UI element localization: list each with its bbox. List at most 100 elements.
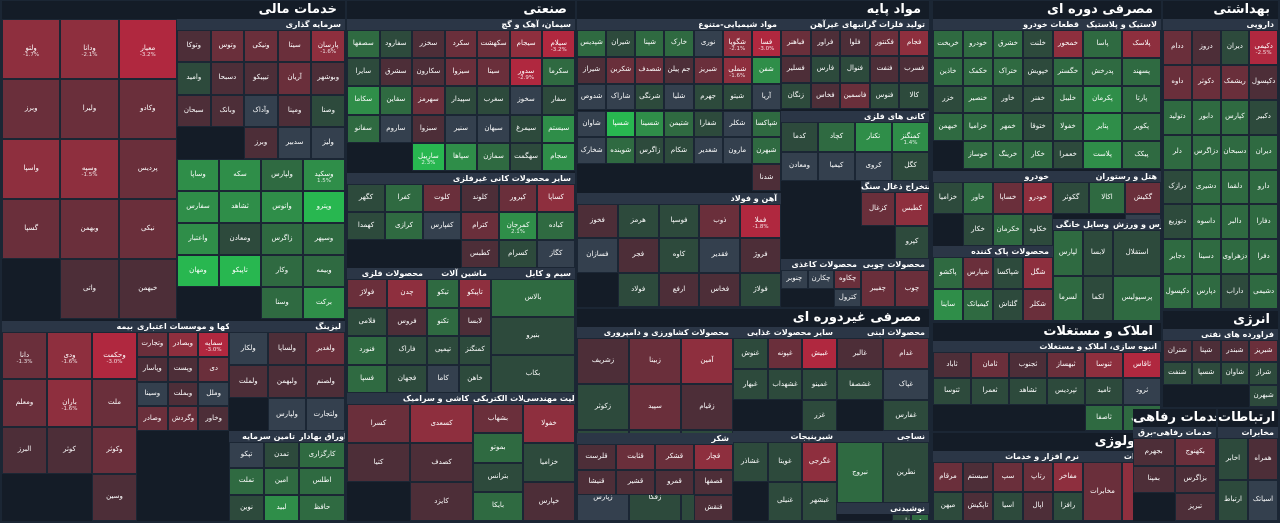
stock-tile[interactable]: خپویش	[1023, 57, 1053, 86]
stock-tile[interactable]: پلاست	[1083, 141, 1122, 169]
stock-tile[interactable]: سیستم	[963, 462, 993, 492]
stock-tile[interactable]: فجر	[617, 238, 659, 273]
stock-tile[interactable]: سفارس	[177, 191, 219, 223]
stock-tile[interactable]: کفپارس	[423, 212, 461, 240]
stock-tile[interactable]: غشصفا	[837, 369, 883, 400]
stock-tile[interactable]: ثشاهد	[219, 191, 261, 223]
stock-tile[interactable]: فسپا	[347, 364, 387, 393]
stock-tile[interactable]: سبهان	[477, 114, 510, 143]
stock-tile[interactable]: فولاژ	[347, 279, 387, 308]
stock-tile[interactable]: میهن	[933, 491, 963, 521]
stock-tile[interactable]: زبینا	[629, 338, 681, 384]
stock-tile[interactable]: مفاخر	[1053, 462, 1083, 492]
stock-tile[interactable]: دیران	[1220, 30, 1250, 65]
stock-tile[interactable]: شیراز	[577, 56, 607, 84]
stock-tile[interactable]: شکام	[664, 137, 694, 165]
stock-tile[interactable]: خمهر	[993, 113, 1023, 142]
stock-tile[interactable]: کپرور	[499, 184, 537, 212]
stock-tile[interactable]: دفارا	[1249, 204, 1278, 240]
stock-tile[interactable]: نوین	[229, 494, 264, 521]
stock-tile[interactable]: خودرو	[1023, 182, 1053, 214]
stock-tile[interactable]: وتوس	[210, 30, 245, 63]
stock-tile[interactable]: داوه	[1163, 64, 1192, 100]
stock-tile[interactable]: قشیر	[616, 469, 655, 496]
stock-tile[interactable]: تبریز	[1174, 493, 1216, 521]
stock-tile[interactable]: پکویر	[1122, 113, 1161, 142]
stock-tile[interactable]: کپرو	[895, 225, 929, 259]
stock-tile[interactable]: خکار	[963, 214, 993, 246]
stock-tile[interactable]: وحکمت -3.0%	[92, 332, 137, 380]
stock-tile[interactable]: سیلام -3.2%	[542, 30, 575, 59]
stock-tile[interactable]: شفن	[751, 56, 781, 84]
stock-tile[interactable]: سفانو	[347, 114, 380, 143]
stock-tile[interactable]: دیران	[1249, 134, 1278, 170]
stock-tile[interactable]: ریشمک	[1220, 64, 1250, 100]
stock-tile[interactable]: لسرما	[1053, 275, 1083, 321]
stock-tile[interactable]: شپاکسا	[993, 257, 1023, 289]
stock-tile[interactable]: فارس	[810, 56, 841, 83]
stock-tile[interactable]: ثامان	[971, 352, 1009, 379]
stock-tile[interactable]: کدما	[781, 122, 818, 152]
stock-tile[interactable]: تکنار	[855, 122, 892, 152]
stock-tile[interactable]: خوساز	[963, 141, 993, 169]
stock-tile[interactable]: رتاپ	[1023, 462, 1053, 492]
stock-tile[interactable]: کپارس	[1220, 99, 1250, 135]
stock-tile[interactable]: بشهاب	[473, 404, 523, 434]
stock-tile[interactable]: نیکی	[118, 199, 177, 259]
stock-tile[interactable]: گسپا	[2, 199, 61, 259]
stock-tile[interactable]: دتوزیع	[1163, 204, 1192, 240]
stock-tile[interactable]: ساینا	[933, 289, 963, 321]
stock-tile[interactable]: واتی	[60, 259, 119, 319]
stock-tile[interactable]: غفارس	[892, 514, 911, 521]
stock-tile[interactable]: کسعدی	[410, 404, 473, 443]
stock-tile[interactable]: ثشاهد	[1009, 378, 1047, 405]
stock-tile[interactable]: سیتا	[477, 58, 510, 87]
stock-tile[interactable]: ارتباط	[1218, 479, 1248, 521]
stock-tile[interactable]: شغدیر	[693, 137, 723, 165]
stock-tile[interactable]: ولپارس	[261, 159, 303, 191]
stock-tile[interactable]: زاگرس	[261, 223, 303, 255]
stock-tile[interactable]: ملت	[92, 379, 137, 427]
stock-tile[interactable]: دلر	[1163, 134, 1192, 170]
stock-tile[interactable]: سبحان	[177, 94, 211, 127]
stock-tile[interactable]: چکارن	[807, 270, 835, 289]
stock-tile[interactable]: ولیرا	[60, 79, 119, 139]
stock-tile[interactable]: فراور	[810, 30, 841, 57]
stock-tile[interactable]: فسلیر	[781, 56, 811, 83]
stock-tile[interactable]: مارون	[722, 137, 752, 165]
stock-tile[interactable]: تکنو	[427, 307, 459, 336]
stock-tile[interactable]: البرز	[2, 426, 47, 474]
stock-tile[interactable]: چدن	[387, 279, 427, 308]
stock-tile[interactable]: خاهن	[459, 364, 491, 393]
stock-tile[interactable]: پکرمان	[1083, 85, 1122, 114]
stock-tile[interactable]: دی	[198, 356, 229, 382]
stock-tile[interactable]: استقلال	[1113, 230, 1161, 276]
stock-tile[interactable]: فلامی	[347, 307, 387, 336]
stock-tile[interactable]: شملی -1.6%	[722, 56, 752, 84]
stock-tile[interactable]: سغرب	[477, 86, 510, 115]
stock-tile[interactable]: پاکشو	[933, 257, 963, 289]
stock-tile[interactable]: وسکید 1.5%	[303, 159, 345, 191]
stock-tile[interactable]: وکادو	[118, 79, 177, 139]
stock-tile[interactable]: کلوت	[423, 184, 461, 212]
stock-tile[interactable]: سکاما	[347, 86, 380, 115]
stock-tile[interactable]: فولاژ	[740, 272, 781, 307]
stock-tile[interactable]: تپمپی	[427, 336, 459, 365]
stock-tile[interactable]: کطبس	[895, 192, 929, 226]
stock-tile[interactable]: اطلس	[299, 468, 345, 495]
stock-tile[interactable]: واتوس	[261, 191, 303, 223]
stock-tile[interactable]: زاگرس	[635, 137, 665, 165]
stock-tile[interactable]: سکارون	[412, 58, 445, 87]
stock-tile[interactable]: تیپیکو	[244, 62, 278, 95]
stock-tile[interactable]: سیمرغ	[509, 114, 543, 143]
stock-tile[interactable]: کلوند	[461, 184, 499, 212]
stock-tile[interactable]: وگردش	[167, 406, 199, 431]
stock-tile[interactable]: گلتاش	[993, 289, 1023, 321]
stock-tile[interactable]: سمایه -3.0%	[198, 332, 229, 357]
stock-tile[interactable]: شاوان	[577, 110, 607, 138]
stock-tile[interactable]: دشیمی	[1249, 274, 1278, 309]
stock-tile[interactable]: فسازان	[577, 238, 618, 273]
stock-tile[interactable]: فلوا	[840, 30, 870, 57]
stock-tile[interactable]: جم پیلن	[664, 56, 694, 84]
stock-tile[interactable]: وصنا	[311, 94, 345, 127]
